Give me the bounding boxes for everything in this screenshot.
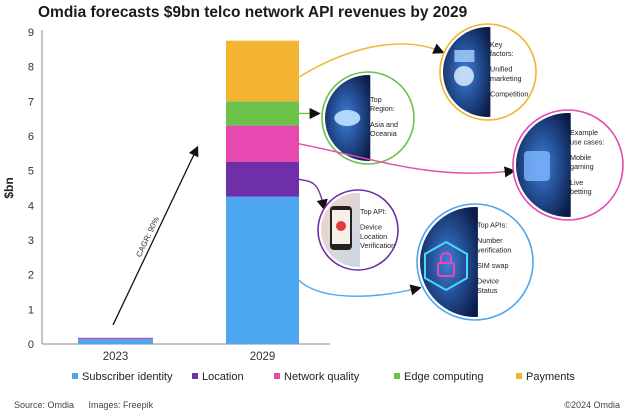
callout-text: factors:	[490, 49, 514, 58]
callout-text: Number	[477, 236, 503, 245]
callout-text: Asia and	[370, 120, 398, 129]
lock-icon	[437, 262, 455, 277]
legend-label: Edge computing	[404, 371, 484, 383]
callout-text: Oceania	[370, 129, 397, 138]
x-tick-label: 2023	[103, 351, 129, 363]
callout-text: Mobile	[570, 153, 591, 162]
callout-text: verification	[477, 245, 511, 254]
callout-text: marketing	[490, 74, 522, 83]
legend-swatch	[516, 373, 522, 379]
images-credit: Images: Freepik	[88, 400, 154, 410]
callout-text: Top APIs:	[477, 221, 507, 230]
cagr-arrow	[112, 145, 199, 326]
cloud-icon	[334, 110, 361, 126]
bar-segment	[78, 338, 153, 344]
legend-swatch	[394, 373, 400, 379]
footer-left: Source: Omdia Images: Freepik	[14, 400, 165, 410]
chart-title: Omdia forecasts $9bn telco network API r…	[38, 4, 468, 21]
axis-layer: 0 1 2 3 4 5 6 7 8 9 $bn 2023 2029	[2, 27, 330, 363]
legend-label: Payments	[526, 371, 575, 383]
bar-segment	[226, 40, 299, 102]
callout-text: Live	[570, 178, 583, 187]
callout-picture	[321, 193, 360, 267]
legend-layer: Subscriber identity Location Network quali…	[72, 371, 575, 383]
callout-text: Location	[360, 232, 387, 241]
callout-picture	[443, 27, 491, 117]
y-tick-label: 2	[28, 270, 34, 282]
callout-text: SIM swap	[477, 261, 509, 270]
legend-label: Subscriber identity	[82, 371, 173, 383]
lock-shackle	[440, 252, 452, 263]
callout-text: Top API:	[360, 207, 387, 216]
legend-swatch	[72, 373, 78, 379]
callout-text: Example	[570, 128, 598, 137]
callout-text: gaming	[570, 162, 594, 171]
callout-text: Top	[370, 95, 382, 104]
legend-swatch	[192, 373, 198, 379]
y-tick-label: 6	[28, 131, 34, 143]
callout-text: Verification	[360, 241, 395, 250]
y-tick-label: 1	[28, 304, 34, 316]
callout-text: Status	[477, 286, 498, 295]
callout-text: Unified	[490, 65, 512, 74]
bar-segment	[226, 162, 299, 197]
legend-swatch	[274, 373, 280, 379]
callout-text: Region:	[370, 104, 395, 113]
y-tick-label: 5	[28, 166, 34, 178]
y-tick-label: 8	[28, 62, 34, 74]
y-axis-title: $bn	[2, 177, 16, 198]
y-tick-label: 3	[28, 235, 34, 247]
source-note: Source: Omdia	[14, 400, 75, 410]
hand-icon	[454, 50, 475, 62]
callout-text: Key	[490, 40, 503, 49]
dollar-coin-icon	[454, 66, 474, 86]
y-tick-label: 7	[28, 96, 34, 108]
callout-text: Device	[360, 223, 382, 232]
location-pin-icon	[336, 221, 346, 231]
copyright-note: ©2024 Omdia	[564, 400, 620, 410]
y-tick-label: 9	[28, 27, 34, 39]
callout-connector	[298, 143, 516, 178]
legend-label: Network quality	[284, 371, 360, 383]
y-tick-label: 4	[28, 200, 34, 212]
hexagon-frame	[424, 240, 468, 292]
mobile-gaming-icon	[524, 151, 550, 181]
callout-text: Device	[477, 277, 499, 286]
y-tick-label: 0	[28, 339, 34, 351]
callout-connector	[298, 43, 445, 78]
callout-connector	[298, 279, 422, 297]
bar-segment	[226, 125, 299, 162]
bar-segment	[78, 337, 153, 339]
callout-picture	[420, 207, 478, 317]
legend-label: Location	[202, 371, 244, 383]
x-tick-label: 2029	[250, 351, 276, 363]
bar-segment	[226, 101, 299, 126]
callout-text: betting	[570, 187, 592, 196]
callout-picture	[516, 113, 571, 217]
bars-layer: CAGR: 90%	[78, 40, 299, 344]
callout-connector	[298, 178, 328, 211]
callout-text: use cases:	[570, 137, 604, 146]
callout-text: Competition	[490, 89, 528, 98]
bar-segment	[226, 196, 299, 344]
